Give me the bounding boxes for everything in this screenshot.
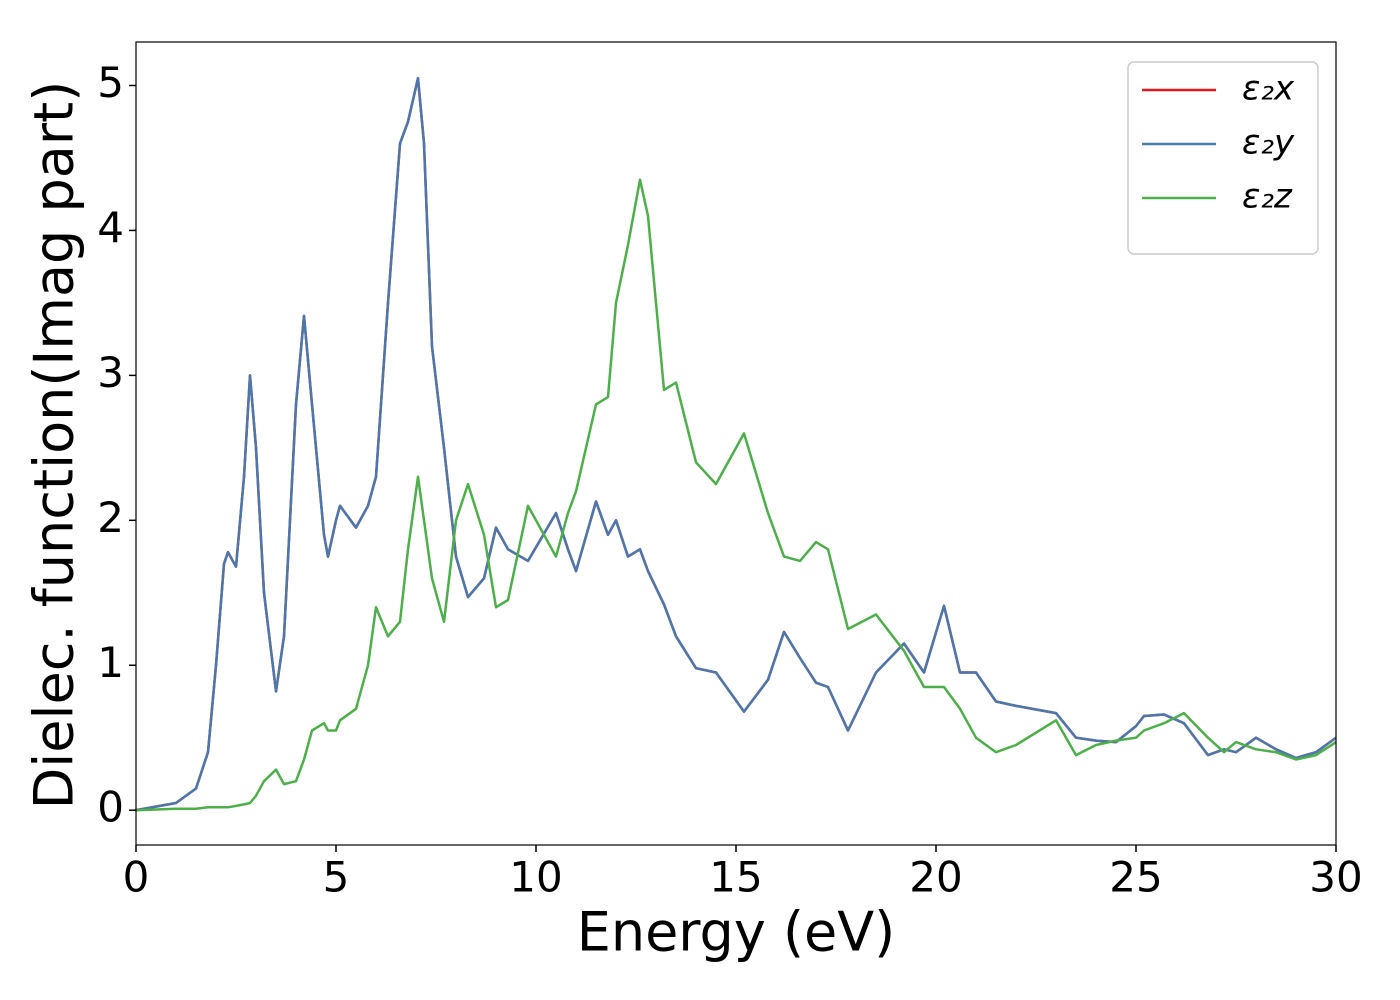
x-axis-label: Energy (eV): [577, 901, 896, 964]
x-tick-label: 15: [709, 853, 762, 902]
y-tick-label: 4: [97, 203, 124, 252]
y-tick-label: 1: [97, 638, 124, 687]
y-tick-label: 5: [97, 58, 124, 107]
y-axis-label: Dielec. function(Imag part): [23, 81, 86, 810]
y-tick-label: 0: [97, 783, 124, 832]
legend-label: ε₂x: [1242, 69, 1295, 109]
x-tick-label: 0: [123, 853, 150, 902]
x-tick-label: 10: [509, 853, 562, 902]
x-tick-label: 30: [1309, 853, 1362, 902]
plot-frame: [135, 41, 1337, 846]
legend-label: ε₂z: [1242, 177, 1293, 217]
x-tick-label: 5: [323, 853, 350, 902]
y-tick-label: 2: [97, 493, 124, 542]
x-tick-label: 25: [1109, 853, 1162, 902]
y-tick-label: 3: [97, 348, 124, 397]
x-tick-label: 20: [909, 853, 962, 902]
legend-box: [1127, 61, 1319, 255]
line-series: [136, 76, 1336, 812]
line-series: [136, 178, 1336, 812]
legend-label: ε₂y: [1242, 123, 1295, 163]
